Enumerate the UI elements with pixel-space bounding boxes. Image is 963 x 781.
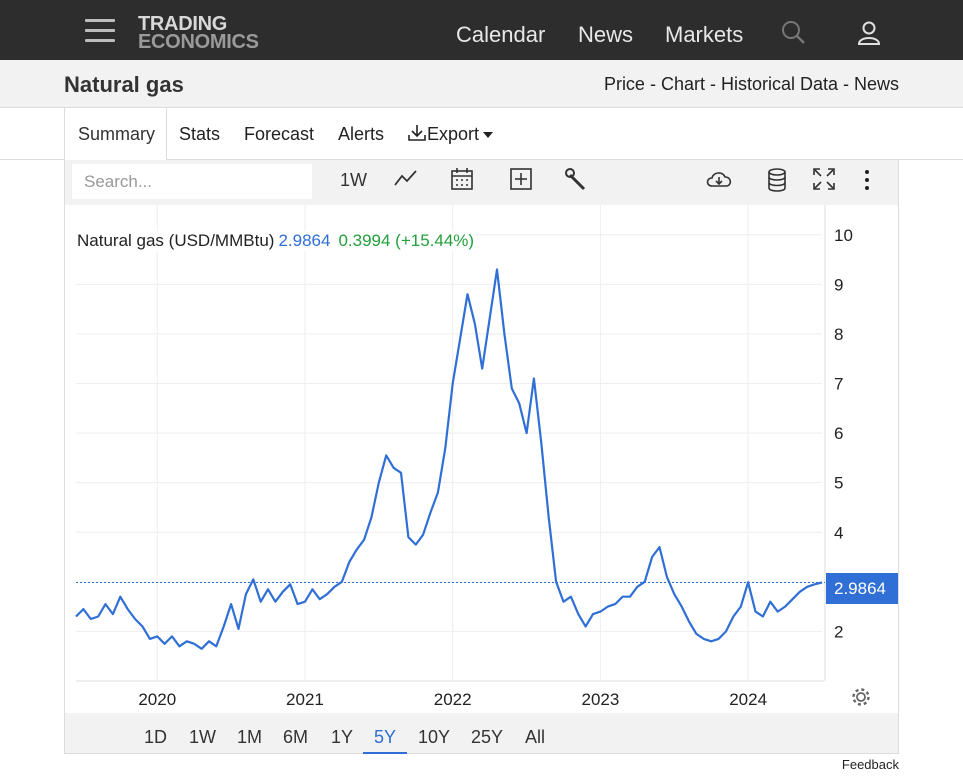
logo-line2: ECONOMICS: [138, 31, 259, 53]
range-10y[interactable]: 10Y: [418, 727, 451, 747]
y-tick-label: 7: [834, 375, 843, 394]
tab-export[interactable]: Export: [407, 124, 494, 145]
nav-markets[interactable]: Markets: [665, 22, 744, 47]
chart-legend: Natural gas (USD/MMBtu) 2.9864 0.3994 (+15…: [77, 231, 475, 251]
add-indicator-icon[interactable]: [509, 167, 533, 191]
download-icon: [408, 125, 426, 141]
legend-change: 0.3994 (+15.44%): [338, 231, 475, 250]
tab-summary-label: Summary: [78, 124, 156, 144]
x-tick-label: 2023: [582, 690, 620, 709]
range-selector: [65, 713, 898, 753]
more-icon[interactable]: [862, 167, 872, 193]
page-title: Natural gas: [64, 72, 184, 97]
tab-summary[interactable]: Summary: [64, 108, 167, 161]
range-all[interactable]: All: [525, 727, 546, 747]
range-1d[interactable]: 1D: [144, 727, 168, 747]
fullscreen-icon[interactable]: [812, 167, 836, 193]
range-6m[interactable]: 6M: [283, 727, 309, 747]
range-1y[interactable]: 1Y: [331, 727, 354, 747]
nav-news[interactable]: News: [578, 22, 634, 47]
feedback-link[interactable]: Feedback: [841, 757, 899, 772]
range-5y[interactable]: 5Y: [374, 727, 397, 747]
top-navbar: TRADING ECONOMICS Calendar News Markets: [0, 0, 963, 60]
y-tick-label: 9: [834, 275, 843, 294]
line-chart-icon[interactable]: [393, 167, 419, 191]
active-range-indicator: [363, 752, 407, 754]
interval-selector[interactable]: 1W: [340, 170, 367, 190]
user-icon[interactable]: [857, 20, 881, 46]
menu-icon[interactable]: [85, 19, 115, 43]
y-tick-label: 2: [834, 622, 843, 641]
settings-gear-icon[interactable]: [850, 686, 872, 708]
symbol-search-input[interactable]: [72, 164, 312, 199]
tab-bar: Summary Stats Forecast Alerts Export: [0, 108, 963, 161]
range-1w[interactable]: 1W: [189, 727, 216, 747]
nav-calendar[interactable]: Calendar: [456, 22, 546, 47]
range-1m[interactable]: 1M: [237, 727, 263, 747]
range-25y[interactable]: 25Y: [471, 727, 504, 747]
x-tick-label: 2021: [286, 690, 324, 709]
x-tick-label: 2022: [434, 690, 472, 709]
chart-panel: [64, 160, 899, 754]
calendar-icon[interactable]: [450, 167, 474, 191]
last-price-badge: 2.9864: [826, 573, 898, 604]
x-tick-label: 2024: [729, 690, 767, 709]
y-tick-label: 4: [834, 523, 843, 542]
price-series-line: [75, 268, 823, 650]
legend-price: 2.9864: [278, 231, 331, 250]
y-tick-label: 6: [834, 424, 843, 443]
cloud-download-icon[interactable]: [705, 167, 735, 191]
y-tick-label: 5: [834, 474, 843, 493]
chevron-down-icon: [483, 132, 494, 139]
tab-export-label: Export: [427, 124, 480, 144]
tab-forecast[interactable]: Forecast: [244, 124, 315, 144]
y-tick-label: 8: [834, 325, 843, 344]
database-icon[interactable]: [766, 167, 788, 193]
x-tick-label: 2020: [138, 690, 176, 709]
breadcrumb[interactable]: Price - Chart - Historical Data - News: [603, 74, 899, 94]
search-icon[interactable]: [781, 20, 807, 46]
site-logo[interactable]: TRADING ECONOMICS: [138, 13, 259, 53]
logo-line1: TRADING: [138, 13, 228, 35]
x-axis-ticks: 2020 2021 2022 2023 2024: [138, 690, 767, 709]
tab-alerts[interactable]: Alerts: [338, 124, 385, 144]
tab-stats[interactable]: Stats: [179, 124, 221, 144]
wrench-icon[interactable]: [564, 167, 588, 193]
legend-label: Natural gas (USD/MMBtu): [77, 231, 275, 250]
chart-grid: [76, 205, 826, 682]
y-tick-label: 10: [834, 226, 853, 245]
title-bar: Natural gas Price - Chart - Historical D…: [0, 60, 963, 108]
